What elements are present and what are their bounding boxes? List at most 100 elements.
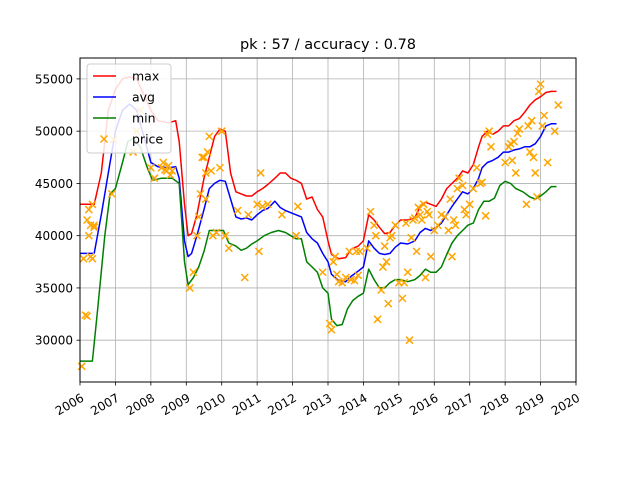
price-point bbox=[398, 294, 407, 303]
price-point bbox=[371, 231, 380, 240]
price-point bbox=[419, 200, 428, 209]
legend-label-price: price bbox=[132, 132, 163, 147]
y-tick-label: 35000 bbox=[35, 281, 73, 295]
price-point bbox=[377, 285, 386, 295]
price-point bbox=[554, 101, 563, 110]
price-point bbox=[465, 200, 474, 209]
price-point bbox=[380, 242, 389, 251]
price-point bbox=[458, 181, 467, 190]
price-point bbox=[168, 166, 177, 175]
price-point bbox=[540, 111, 549, 120]
price-point bbox=[240, 273, 249, 282]
price-point bbox=[256, 168, 265, 177]
price-point bbox=[391, 221, 400, 230]
price-point bbox=[352, 247, 361, 256]
y-axis: 30000 35000 40000 45000 50000 55000 bbox=[35, 72, 80, 348]
price-point bbox=[194, 212, 203, 221]
price-point bbox=[199, 153, 209, 162]
price-point bbox=[412, 247, 421, 256]
price-point bbox=[440, 212, 449, 221]
price-point bbox=[189, 268, 198, 277]
price-point bbox=[525, 148, 534, 157]
price-point bbox=[164, 161, 173, 170]
y-tick-label: 30000 bbox=[35, 334, 73, 348]
price-point bbox=[203, 148, 212, 157]
price-point bbox=[407, 233, 416, 242]
price-point bbox=[185, 283, 194, 292]
price-point bbox=[84, 205, 93, 214]
price-point bbox=[524, 121, 533, 130]
price-point bbox=[515, 125, 524, 134]
y-tick-label: 55000 bbox=[35, 72, 73, 86]
price-point bbox=[534, 87, 543, 96]
price-point bbox=[529, 153, 538, 162]
price-point bbox=[90, 223, 99, 232]
price-point bbox=[253, 200, 262, 209]
legend-swatch-price bbox=[99, 134, 109, 144]
price-point bbox=[532, 192, 542, 202]
price-point bbox=[424, 210, 434, 219]
price-point bbox=[414, 203, 423, 212]
price-point bbox=[215, 163, 224, 172]
price-point bbox=[146, 163, 155, 172]
price-point bbox=[478, 178, 487, 187]
legend-box bbox=[86, 63, 172, 154]
price-point bbox=[166, 171, 175, 180]
price-point bbox=[205, 132, 214, 141]
legend-label-avg: avg bbox=[132, 90, 155, 105]
legend-label-max: max bbox=[132, 69, 159, 84]
price-point bbox=[449, 215, 458, 225]
price-point bbox=[292, 231, 301, 240]
price-point bbox=[201, 168, 210, 177]
price-point bbox=[355, 247, 364, 256]
price-point bbox=[254, 247, 263, 256]
plot-area bbox=[77, 76, 563, 371]
legend: max avg min price bbox=[86, 63, 172, 154]
legend-label-min: min bbox=[132, 111, 156, 126]
price-point bbox=[481, 211, 490, 220]
price-point bbox=[536, 80, 545, 89]
price-point bbox=[318, 268, 327, 277]
y-tick-label: 40000 bbox=[35, 229, 73, 243]
series-line-max bbox=[80, 76, 557, 260]
price-point bbox=[366, 207, 375, 216]
price-point bbox=[84, 231, 93, 240]
price-point bbox=[417, 215, 426, 225]
price-point bbox=[201, 195, 210, 204]
price-point bbox=[522, 200, 531, 209]
y-tick-label: 50000 bbox=[35, 125, 73, 139]
price-point bbox=[455, 174, 464, 183]
price-point bbox=[387, 231, 396, 240]
series-line-min bbox=[80, 137, 557, 362]
price-point bbox=[217, 127, 226, 136]
y-tick-label: 45000 bbox=[35, 177, 73, 191]
price-point bbox=[88, 200, 97, 209]
price-point bbox=[421, 273, 430, 282]
price-point bbox=[107, 189, 116, 198]
price-point bbox=[244, 210, 253, 219]
price-point bbox=[192, 231, 201, 240]
price-point bbox=[410, 213, 419, 222]
price-point bbox=[513, 129, 522, 138]
price-point bbox=[538, 121, 547, 130]
price-point bbox=[451, 221, 460, 230]
price-point bbox=[446, 195, 455, 204]
price-point bbox=[207, 166, 216, 175]
price-point bbox=[400, 278, 409, 287]
price-point bbox=[350, 276, 359, 285]
price-point bbox=[90, 221, 99, 230]
price-point bbox=[327, 325, 336, 334]
price-point bbox=[83, 215, 92, 225]
price-point bbox=[362, 244, 372, 253]
series-line-avg bbox=[80, 103, 557, 283]
price-point bbox=[527, 116, 536, 125]
price-point bbox=[370, 221, 379, 230]
price-point bbox=[416, 210, 425, 219]
price-point bbox=[150, 174, 159, 183]
chart-title: pk : 57 / accuracy : 0.78 bbox=[240, 37, 416, 53]
price-point bbox=[469, 184, 478, 193]
price-point bbox=[378, 263, 387, 272]
price-point bbox=[83, 312, 92, 321]
price-point bbox=[384, 299, 393, 308]
